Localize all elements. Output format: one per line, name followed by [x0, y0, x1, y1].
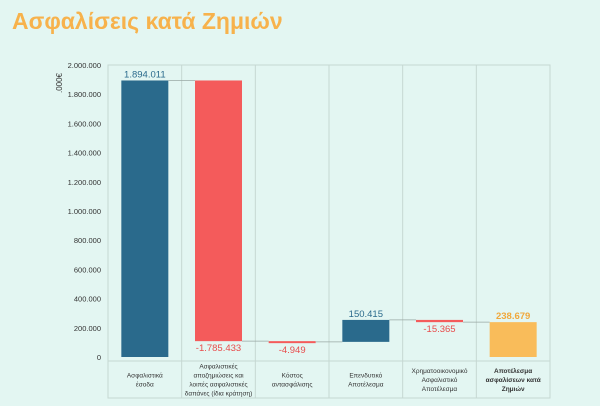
data-label: 150.415 [349, 309, 383, 320]
category-label: Κόστος αντασφάλισης [272, 372, 313, 389]
data-label: 238.679 [496, 311, 530, 322]
waterfall-bar [195, 80, 242, 342]
data-label: -4.949 [279, 345, 306, 356]
chart-title: Ασφαλίσεις κατά Ζημιών [12, 8, 283, 34]
category-label: Ασφαλιστικά έσοδα [127, 372, 163, 389]
y-tick-label: 1.400.000 [68, 149, 101, 158]
y-tick-label: 1.800.000 [68, 90, 101, 99]
data-label: 1.894.011 [124, 69, 166, 80]
waterfall-bar [268, 341, 316, 344]
waterfall-bar [342, 319, 390, 342]
y-tick-label: 200.000 [74, 324, 101, 333]
y-tick-label: 600.000 [74, 265, 101, 274]
y-tick-label: 1.000.000 [68, 207, 101, 216]
y-axis-label: .000€ [55, 72, 64, 93]
data-label: -15.365 [423, 324, 455, 335]
y-tick-label: 400.000 [74, 295, 101, 304]
category-label: Αποτέλεσμα ασφαλίσεων κατά Ζημιών [486, 367, 541, 393]
category-label: Χρηματοοικονομικό Ασφαλιστικό Αποτέλεσμα [412, 367, 468, 393]
waterfall-bar [121, 80, 169, 357]
y-tick-label: 2.000.000 [68, 61, 101, 70]
waterfall-bar [489, 322, 537, 357]
data-label: -1.785.433 [196, 343, 241, 354]
y-tick-label: 1.200.000 [68, 178, 101, 187]
waterfall-bar [416, 319, 463, 323]
y-tick-label: 0 [97, 353, 101, 362]
category-label: Επενδυτικό Αποτέλεσμα [348, 372, 384, 389]
y-tick-label: 1.600.000 [68, 119, 101, 128]
y-tick-label: 800.000 [74, 236, 101, 245]
category-label: Ασφαλιστικές αποζημιώσεις και λοιπές ασφαλ… [185, 363, 253, 398]
